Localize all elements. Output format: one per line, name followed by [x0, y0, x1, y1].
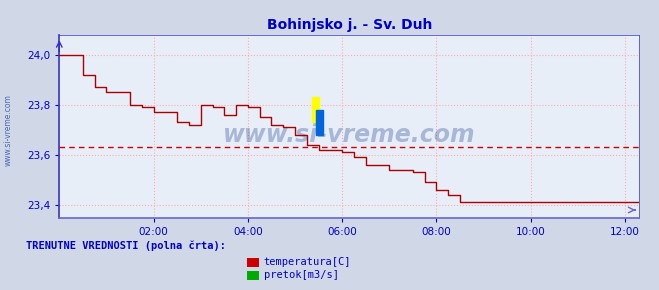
Title: Bohinjsko j. - Sv. Duh: Bohinjsko j. - Sv. Duh	[267, 18, 432, 32]
Bar	[316, 110, 324, 135]
Text: TRENUTNE VREDNOSTI (polna črta):: TRENUTNE VREDNOSTI (polna črta):	[26, 241, 226, 251]
Text: www.si-vreme.com: www.si-vreme.com	[3, 95, 13, 166]
Bar	[312, 97, 318, 122]
Text: temperatura[C]: temperatura[C]	[264, 258, 351, 267]
Text: pretok[m3/s]: pretok[m3/s]	[264, 271, 339, 280]
Text: www.si-vreme.com: www.si-vreme.com	[223, 123, 476, 147]
